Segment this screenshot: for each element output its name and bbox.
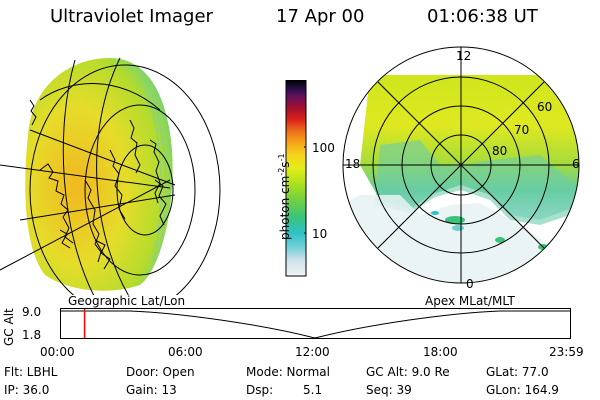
mlt-label-18: 18	[345, 157, 360, 171]
altitude-timeline	[60, 308, 571, 339]
colorbar-tick-100: 100	[312, 141, 335, 155]
status-gcalt: GC Alt: 9.0 Re	[366, 365, 450, 379]
time-label: 01:06:38 UT	[427, 6, 538, 27]
status-door: Door: Open	[126, 365, 195, 379]
polar-emission-region	[343, 75, 579, 283]
timeline-tick-0600: 06:00	[168, 345, 203, 359]
timeline-ylabel: GC Alt	[2, 308, 16, 346]
polar-grid	[342, 46, 580, 284]
date-label: 17 Apr 00	[276, 6, 365, 27]
status-gain: Gain: 13	[126, 383, 177, 397]
timeline-tick-0000: 00:00	[40, 345, 75, 359]
left-panel-caption: Geographic Lat/Lon	[68, 294, 186, 308]
colorbar-label: photon cm-2s-1	[277, 153, 292, 240]
lat-label-70: 70	[514, 123, 529, 137]
mlt-label-12: 12	[456, 49, 471, 63]
status-glat: GLat: 77.0	[486, 365, 549, 379]
status-glon: GLon: 164.9	[486, 383, 559, 397]
geographic-grid	[0, 57, 221, 295]
mlt-label-6: 6	[572, 157, 580, 171]
colorbar-gradient	[285, 80, 307, 277]
lat-label-60: 60	[537, 100, 552, 114]
coastlines	[29, 99, 167, 270]
status-dsp-label: Dsp:	[246, 383, 274, 397]
status-ip: IP: 36.0	[4, 383, 50, 397]
polar-image-panel: 12 18 6 0 60 70 80	[342, 46, 580, 290]
status-dsp-value: 5.1	[303, 383, 323, 397]
timeline-tick-1200: 12:00	[295, 345, 330, 359]
lat-label-80: 80	[492, 144, 507, 158]
timeline-tick-2359: 23:59	[549, 345, 584, 359]
right-panel-caption: Apex MLat/MLT	[425, 294, 515, 308]
timeline-tick-1800: 18:00	[423, 345, 458, 359]
timeline-ytick-bottom: 1.8	[22, 328, 42, 342]
geographic-image-panel	[0, 57, 221, 295]
status-seq: Seq: 39	[366, 383, 412, 397]
altitude-curve	[61, 310, 570, 339]
colorbar-tick-10: 10	[312, 227, 328, 241]
status-mode: Mode: Normal	[246, 365, 330, 379]
colorbar	[285, 80, 307, 277]
mlt-label-0: 0	[466, 277, 474, 290]
status-filter: Flt: LBHL	[4, 365, 58, 379]
instrument-title: Ultraviolet Imager	[50, 6, 213, 27]
timeline-ytick-top: 9.0	[22, 305, 42, 319]
